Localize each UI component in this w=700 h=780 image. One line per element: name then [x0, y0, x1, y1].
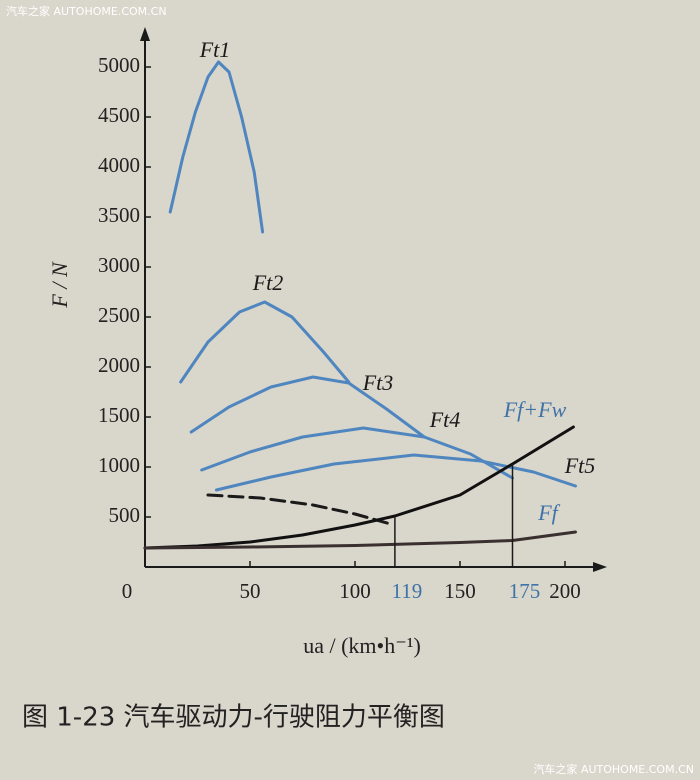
y-tick-label: 4500 — [98, 103, 140, 127]
series-label: Ft5 — [564, 453, 596, 478]
series-label: Ff+Fw — [503, 397, 567, 422]
series-line — [179, 300, 351, 384]
y-tick-label: 2000 — [98, 353, 140, 377]
series-label: Ft1 — [199, 37, 231, 62]
caption: 图 1-23 汽车驱动力-行驶阻力平衡图 — [22, 703, 445, 733]
series-line — [200, 426, 514, 480]
y-axis-label: F / N — [47, 261, 72, 309]
y-tick-label: 3000 — [98, 253, 140, 277]
x-tick-label: 100 — [339, 579, 371, 603]
series-label: Ft2 — [252, 270, 284, 295]
x-tick-label: 0 — [122, 579, 133, 603]
series-label: Ft4 — [429, 407, 461, 432]
series-line — [189, 375, 426, 439]
series-label: Ft3 — [362, 370, 394, 395]
series-line — [143, 530, 577, 550]
marker-label: 119 — [392, 579, 423, 603]
y-tick-label: 1500 — [98, 403, 140, 427]
watermark: 汽车之家 AUTOHOME.COM.CN — [6, 4, 167, 18]
series-line — [214, 453, 577, 492]
y-tick-label: 3500 — [98, 203, 140, 227]
x-tick-label: 200 — [549, 579, 581, 603]
y-tick-label: 1000 — [98, 453, 140, 477]
x-tick-label: 50 — [240, 579, 261, 603]
y-tick-label: 500 — [109, 503, 141, 527]
y-tick-label: 5000 — [98, 53, 140, 77]
x-axis-label: ua / (km•h⁻¹) — [303, 633, 421, 658]
y-axis-arrow — [140, 27, 150, 41]
x-tick-label: 150 — [444, 579, 476, 603]
marker-label: 175 — [509, 579, 541, 603]
series-line — [143, 425, 575, 550]
y-tick-label: 2500 — [98, 303, 140, 327]
x-axis-arrow — [593, 562, 607, 572]
series-label: Ff — [537, 500, 560, 525]
watermark: 汽车之家 AUTOHOME.COM.CN — [533, 762, 694, 776]
y-tick-label: 4000 — [98, 153, 140, 177]
series-line — [206, 493, 393, 526]
series-line — [168, 60, 265, 234]
